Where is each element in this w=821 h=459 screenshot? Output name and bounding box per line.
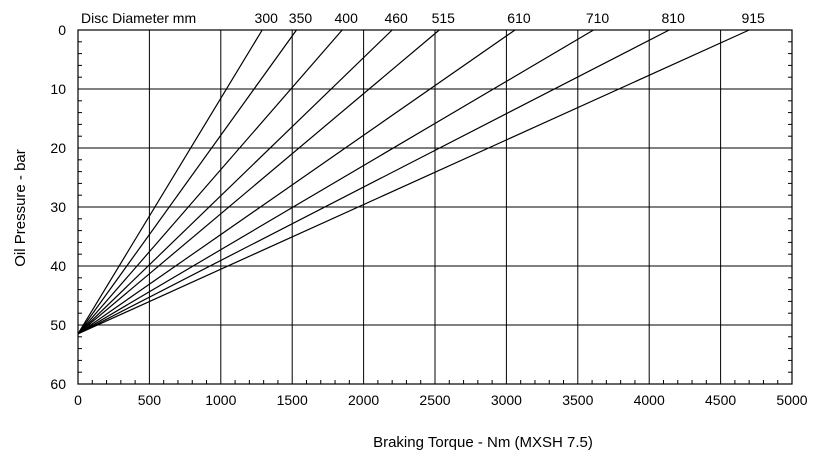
series-label-515: 515: [432, 10, 456, 26]
x-tick-label: 4500: [705, 392, 736, 408]
series-line-400: [77, 29, 343, 335]
series-label-300: 300: [255, 10, 279, 26]
x-tick-label: 3500: [562, 392, 593, 408]
x-tick-label: 2000: [348, 392, 379, 408]
x-tick-label: 3000: [491, 392, 522, 408]
y-tick-label: 10: [50, 81, 66, 97]
x-tick-label: 2500: [419, 392, 450, 408]
x-tick-label: 4000: [634, 392, 665, 408]
y-tick-label: 30: [50, 199, 66, 215]
y-tick-labels: 0 10 20 30 40 50 60: [50, 22, 66, 392]
grid: [77, 29, 793, 385]
series-label-610: 610: [507, 10, 531, 26]
x-tick-label: 5000: [776, 392, 807, 408]
series-header: Disc Diameter mm: [81, 10, 196, 26]
x-tick-label: 1000: [205, 392, 236, 408]
series-line-460: [77, 29, 393, 335]
x-tick-labels: 0 500 1000 1500 2000 2500 3000 3500 4000 4500 5000: [74, 392, 808, 408]
y-tick-label: 20: [50, 140, 66, 156]
x-tick-label: 500: [138, 392, 162, 408]
series-labels: Disc Diameter mm 300 350 400 460 515 610 710 81…: [81, 10, 765, 26]
series-label-350: 350: [289, 10, 313, 26]
series-line-915: [77, 29, 750, 335]
series-lines: [77, 29, 750, 335]
series-line-810: [77, 29, 670, 335]
minor-ticks: [78, 41, 792, 384]
series-line-300: [77, 29, 263, 335]
x-tick-label: 0: [74, 392, 82, 408]
y-tick-label: 50: [50, 317, 66, 333]
series-label-710: 710: [586, 10, 610, 26]
x-tick-label: 1500: [277, 392, 308, 408]
y-tick-label: 60: [50, 376, 66, 392]
series-line-710: [77, 29, 594, 335]
series-label-810: 810: [662, 10, 686, 26]
x-axis-title: Braking Torque - Nm (MXSH 7.5): [373, 434, 593, 451]
series-label-460: 460: [384, 10, 408, 26]
y-tick-label: 40: [50, 258, 66, 274]
series-line-350: [77, 29, 297, 335]
series-line-515: [77, 29, 440, 335]
y-tick-label: 0: [58, 22, 66, 38]
series-label-915: 915: [741, 10, 765, 26]
plot-frame: [77, 29, 793, 385]
series-label-400: 400: [335, 10, 359, 26]
series-line-610: [77, 29, 516, 335]
y-axis-title: Oil Pressure - bar: [12, 149, 29, 267]
